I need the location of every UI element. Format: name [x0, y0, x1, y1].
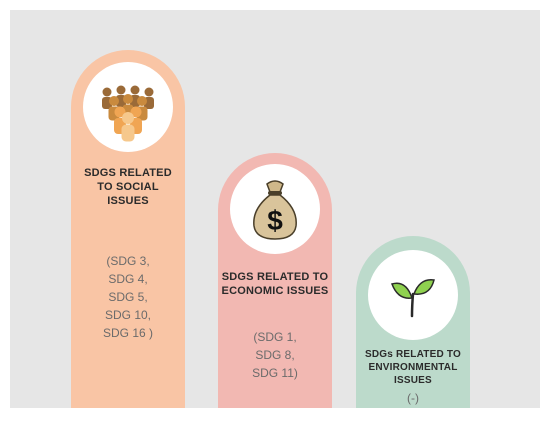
icon-circle-economic: $ [230, 164, 320, 254]
diagram-canvas: SDGS RELATED TO SOCIAL ISSUES (SDG 3, SD… [10, 10, 540, 408]
pillar-sdgs-economic: (SDG 1, SDG 8, SDG 11) [252, 330, 298, 380]
sprout-icon [391, 279, 435, 318]
icon-circle-environmental [368, 250, 458, 340]
pillar-title-social: SDGS RELATED TO SOCIAL ISSUES [84, 167, 172, 207]
pillar-environmental: SDGs RELATED TO ENVIRONMENTAL ISSUES (-) [356, 236, 470, 408]
pillar-sdgs-environmental: (-) [407, 391, 419, 405]
icon-circle-social [83, 62, 173, 152]
pillar-title-economic: SDGS RELATED TO ECONOMIC ISSUES [221, 271, 329, 297]
pillar-title-environmental: SDGs RELATED TO ENVIRONMENTAL ISSUES [365, 349, 461, 386]
people-group-icon [102, 85, 154, 142]
pillar-social: SDGS RELATED TO SOCIAL ISSUES (SDG 3, SD… [71, 50, 185, 408]
pillar-economic: $ SDGS RELATED TO ECONOMIC ISSUES (SDG 1… [218, 153, 332, 408]
pillar-sdgs-social: (SDG 3, SDG 4, SDG 5, SDG 10, SDG 16 ) [102, 254, 153, 340]
svg-text:$: $ [267, 205, 283, 236]
money-bag-icon: $ [253, 180, 297, 240]
